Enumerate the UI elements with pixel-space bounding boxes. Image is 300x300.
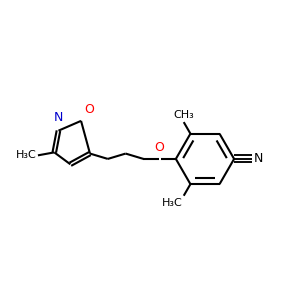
Text: N: N	[54, 111, 63, 124]
Text: H₃C: H₃C	[161, 198, 182, 208]
Text: H₃C: H₃C	[16, 150, 37, 160]
Text: CH₃: CH₃	[173, 110, 194, 120]
Text: O: O	[84, 103, 94, 116]
Text: N: N	[254, 152, 263, 165]
Text: O: O	[154, 141, 164, 154]
